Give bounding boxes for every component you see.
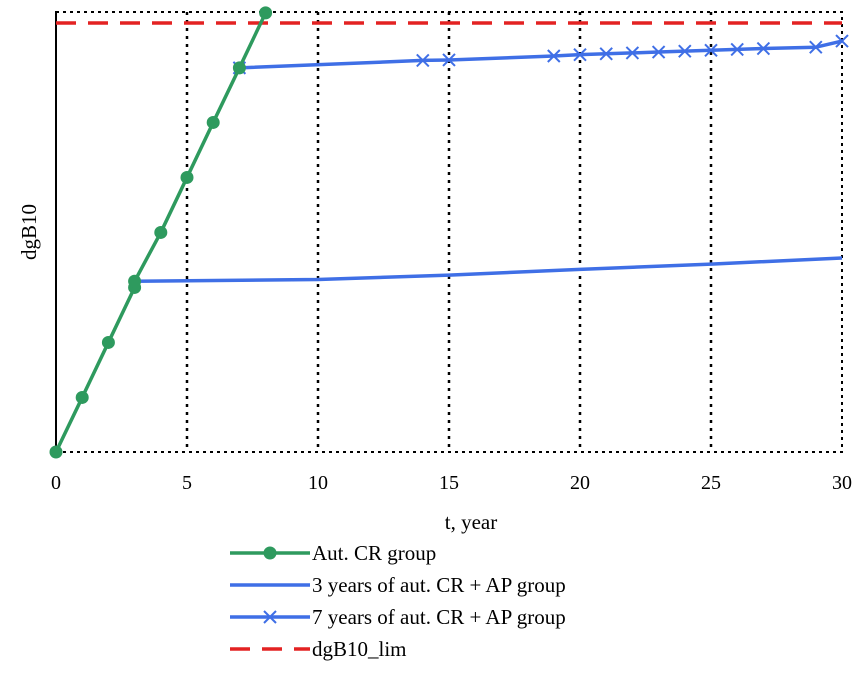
- series-0-point-2: [101, 335, 115, 349]
- series-0: [49, 6, 273, 459]
- series-2: [232, 34, 849, 75]
- series-line-2: [239, 39, 843, 70]
- legend-item-0: Aut. CR group: [230, 541, 436, 565]
- x-tick-label-25: 25: [701, 472, 721, 494]
- series-2-point-8: [678, 44, 692, 58]
- x-tick-label-0: 0: [51, 472, 61, 494]
- series-0-point-5: [154, 225, 168, 239]
- legend: Aut. CR group 3 years of aut. CR + AP gro…: [230, 541, 566, 661]
- series-2-point-5: [599, 47, 613, 61]
- series-2-point-9: [704, 43, 718, 57]
- x-tick-label-10: 10: [308, 472, 328, 494]
- series-2-point-12: [809, 40, 823, 54]
- series-2-point-6: [625, 46, 640, 60]
- series-2-point-3: [547, 49, 561, 63]
- x-tick-labels: 0 5 10 15 20 25 30: [51, 472, 852, 494]
- series-2-point-1: [416, 53, 430, 68]
- series-0-point-8: [232, 61, 246, 75]
- legend-item-1: 3 years of aut. CR + AP group: [230, 573, 566, 597]
- y-axis-label: dgB10: [17, 204, 41, 260]
- x-tick-label-30: 30: [832, 472, 852, 494]
- legend-item-2: 7 years of aut. CR + AP group: [230, 605, 566, 629]
- series-line-1: [134, 256, 843, 284]
- series-0-point-6: [180, 170, 194, 184]
- grid-layer: [185, 12, 713, 452]
- series-0-point-7: [206, 115, 220, 129]
- x-tick-label-20: 20: [570, 472, 590, 494]
- legend-item-3: dgB10_lim: [230, 637, 407, 661]
- x-tick-label-15: 15: [439, 472, 459, 494]
- series-2-point-2: [442, 53, 456, 67]
- legend-label-0: Aut. CR group: [312, 541, 436, 565]
- series-1: [134, 256, 843, 284]
- legend-label-1: 3 years of aut. CR + AP group: [312, 573, 566, 597]
- series-2-point-7: [651, 45, 666, 59]
- legend-marker-0: [263, 546, 277, 560]
- series-0-point-0: [49, 445, 63, 459]
- legend-label-2: 7 years of aut. CR + AP group: [312, 605, 566, 629]
- series-0-point-1: [75, 390, 89, 404]
- series-0-point-4: [128, 274, 142, 288]
- x-tick-label-5: 5: [182, 472, 192, 494]
- series-2-point-10: [730, 42, 744, 57]
- legend-marker-2: [263, 610, 277, 624]
- legend-label-3: dgB10_lim: [312, 637, 407, 661]
- series-line-0: [54, 12, 268, 453]
- series-layer: [49, 6, 849, 459]
- series-2-point-11: [756, 41, 771, 56]
- x-axis-label: t, year: [445, 510, 497, 534]
- series-2-point-13: [835, 34, 849, 48]
- series-2-point-4: [573, 47, 587, 62]
- series-0-point-9: [259, 6, 273, 20]
